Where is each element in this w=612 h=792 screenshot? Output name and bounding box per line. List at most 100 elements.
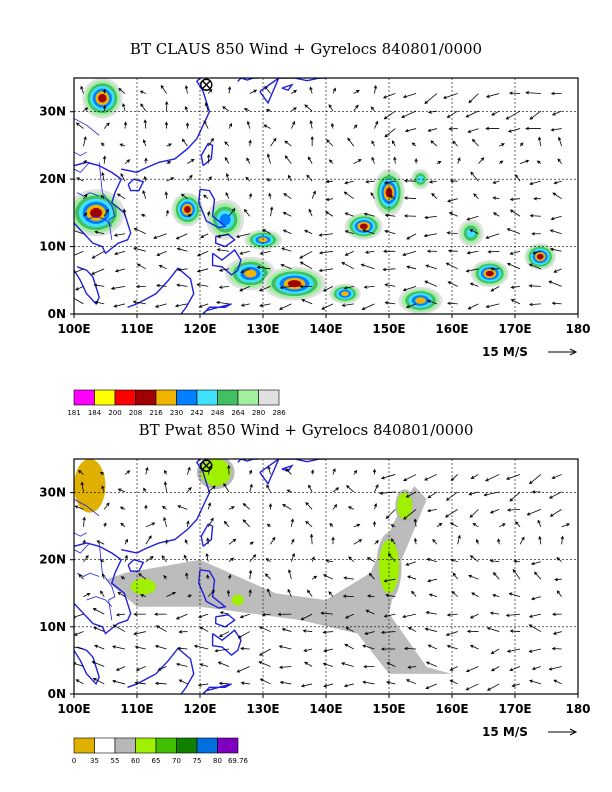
wind-vector	[258, 285, 271, 292]
wind-vector	[380, 647, 396, 651]
wind-vector	[528, 302, 541, 307]
wind-vector	[384, 301, 396, 305]
wind-vector	[304, 229, 313, 235]
wind-vector	[515, 174, 521, 182]
wind-vector	[197, 683, 209, 687]
wind-vector	[492, 572, 500, 580]
wind-vector	[180, 193, 188, 200]
wind-vector	[156, 250, 167, 256]
wind-vector	[505, 613, 521, 617]
wind-vector	[485, 126, 500, 131]
wind-vector	[320, 611, 333, 615]
wind-vector	[348, 556, 355, 563]
wind-vector	[92, 608, 105, 615]
wind-vector	[154, 681, 167, 686]
wind-vector	[505, 110, 521, 120]
wind-vector	[290, 120, 296, 129]
x-tick-label: 170E	[498, 702, 531, 716]
wind-vector	[218, 681, 230, 686]
coastline	[215, 614, 236, 628]
wind-vector	[228, 574, 232, 580]
wind-vector	[466, 250, 479, 255]
wind-vector	[134, 645, 146, 650]
wind-vector	[112, 624, 126, 632]
wind-vector	[371, 156, 375, 164]
wind-vector	[469, 644, 479, 650]
wind-vector	[428, 180, 437, 184]
wind-vector	[486, 627, 500, 632]
wind-vector	[163, 481, 168, 492]
wind-vector	[528, 648, 541, 653]
wind-vector	[557, 136, 563, 147]
wind-vector	[166, 143, 172, 147]
wind-vector	[225, 172, 230, 182]
wind-vector	[96, 540, 105, 545]
wind-vector	[402, 285, 417, 292]
wind-vector	[322, 630, 333, 634]
wind-vector	[323, 648, 334, 653]
wind-vector	[187, 158, 195, 164]
wind-vector	[325, 197, 334, 202]
wind-vector	[322, 285, 334, 292]
wind-vector	[405, 303, 417, 309]
wind-vector	[446, 613, 458, 617]
wind-vector	[112, 679, 126, 685]
wind-vector	[465, 110, 479, 118]
wind-vector	[445, 491, 458, 501]
wind-vector	[145, 535, 152, 545]
wind-vector	[206, 537, 210, 545]
wind-vector	[407, 665, 417, 669]
map-panel-1: 100E 110E 120E 130E 140E 150E 160E 170E 180 0N 10N…	[39, 77, 591, 417]
colorbar-label: 65	[152, 757, 161, 765]
wind-vector	[550, 215, 562, 221]
colorbar-label: 216	[149, 409, 163, 417]
wind-vector	[228, 538, 237, 545]
wind-vector	[240, 646, 250, 651]
border-line	[74, 162, 91, 173]
wind-vector	[83, 107, 89, 112]
wind-vector	[385, 509, 396, 519]
wind-vector	[267, 588, 271, 597]
wind-vector	[436, 522, 443, 528]
wind-vector	[223, 520, 230, 528]
wind-vector	[506, 648, 521, 653]
wind-vector	[326, 139, 334, 147]
wind-vector	[387, 553, 396, 562]
wind-vector	[215, 300, 230, 305]
coastline	[200, 142, 214, 167]
colorbar-swatch	[196, 389, 218, 406]
wind-vector	[384, 213, 396, 218]
wind-vector	[166, 177, 175, 182]
wind-vector	[427, 578, 437, 583]
wind-vector	[118, 87, 126, 94]
wind-vector	[282, 211, 292, 217]
wind-vector	[83, 592, 91, 597]
wind-vector	[342, 594, 354, 598]
wind-vector	[365, 609, 375, 615]
field-contour	[415, 297, 426, 304]
wind-vector	[332, 504, 338, 510]
wind-vector	[529, 679, 541, 685]
y-tick-label: 0N	[48, 687, 66, 701]
wind-vector	[344, 212, 354, 217]
wind-vector	[430, 140, 438, 147]
wind-vector	[216, 248, 230, 252]
wind-vector	[468, 491, 479, 496]
wind-vector	[218, 631, 230, 637]
wind-vector	[206, 210, 211, 217]
wind-vector	[119, 143, 126, 147]
wind-vector	[101, 573, 105, 580]
wind-vector	[163, 574, 167, 580]
wind-vector	[157, 666, 167, 671]
wind-vector	[533, 571, 542, 580]
wind-vector	[492, 212, 500, 217]
wind-vector	[302, 629, 313, 633]
coastline	[200, 523, 214, 547]
wind-vector	[228, 207, 236, 217]
wind-vector	[290, 552, 295, 562]
wind-vector	[140, 213, 146, 218]
wind-vector	[347, 137, 355, 147]
wind-vector	[286, 489, 292, 493]
wind-vector	[329, 522, 334, 528]
x-tick-label: 100E	[57, 702, 90, 716]
